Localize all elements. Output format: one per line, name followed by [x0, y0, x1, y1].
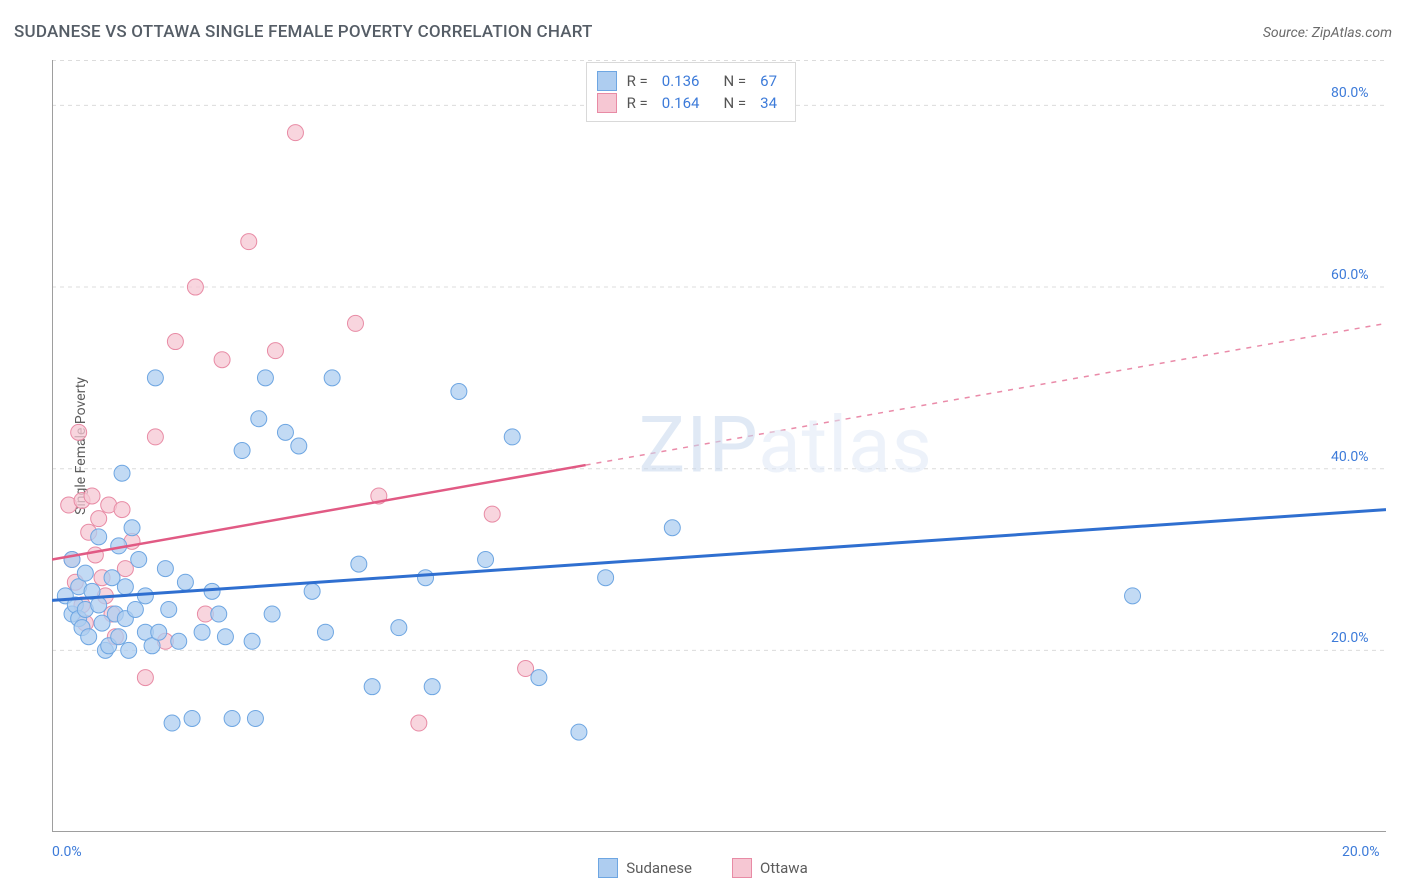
legend-swatch	[597, 71, 617, 91]
chart-container: SUDANESE VS OTTAWA SINGLE FEMALE POVERTY…	[0, 0, 1406, 892]
x-tick-label: 20.0%	[1342, 844, 1380, 860]
x-tick-label: 0.0%	[52, 844, 82, 860]
legend-n-value: 67	[760, 72, 777, 90]
legend-r-label: R =	[627, 94, 648, 112]
source-label: Source:	[1263, 25, 1312, 41]
legend-r-value: 0.164	[662, 94, 700, 112]
chart-title: SUDANESE VS OTTAWA SINGLE FEMALE POVERTY…	[14, 22, 593, 42]
correlation-legend: R = 0.136 N = 67 R = 0.164 N = 34	[586, 62, 796, 122]
legend-r-label: R =	[627, 72, 648, 90]
source-citation: Source: ZipAtlas.com	[1263, 25, 1392, 41]
legend-n-label: N =	[723, 72, 746, 90]
y-tick-label: 60.0%	[1331, 267, 1369, 283]
legend-r-value: 0.136	[662, 72, 700, 90]
legend-swatch	[732, 858, 752, 878]
y-tick-label: 20.0%	[1331, 630, 1369, 646]
legend-row: R = 0.136 N = 67	[597, 71, 781, 91]
y-tick-label: 80.0%	[1331, 85, 1369, 101]
legend-swatch	[598, 858, 618, 878]
source-value: ZipAtlas.com	[1312, 25, 1392, 41]
legend-n-label: N =	[723, 94, 746, 112]
legend-row: R = 0.164 N = 34	[597, 93, 781, 113]
plot-area: ZIPatlas R =0.136N =67R =0.164N =34	[52, 60, 1386, 832]
series-legend: Sudanese Ottawa	[0, 858, 1406, 878]
legend-n-value: 34	[760, 94, 777, 112]
series-legend-item: Sudanese	[598, 858, 692, 878]
series-legend-label: Ottawa	[760, 859, 808, 877]
series-legend-label: Sudanese	[626, 859, 692, 877]
title-row: SUDANESE VS OTTAWA SINGLE FEMALE POVERTY…	[14, 22, 1392, 42]
legend-swatch	[597, 93, 617, 113]
series-legend-item: Ottawa	[732, 858, 808, 878]
y-tick-label: 40.0%	[1331, 449, 1369, 465]
scatter-chart-svg	[52, 60, 1386, 832]
